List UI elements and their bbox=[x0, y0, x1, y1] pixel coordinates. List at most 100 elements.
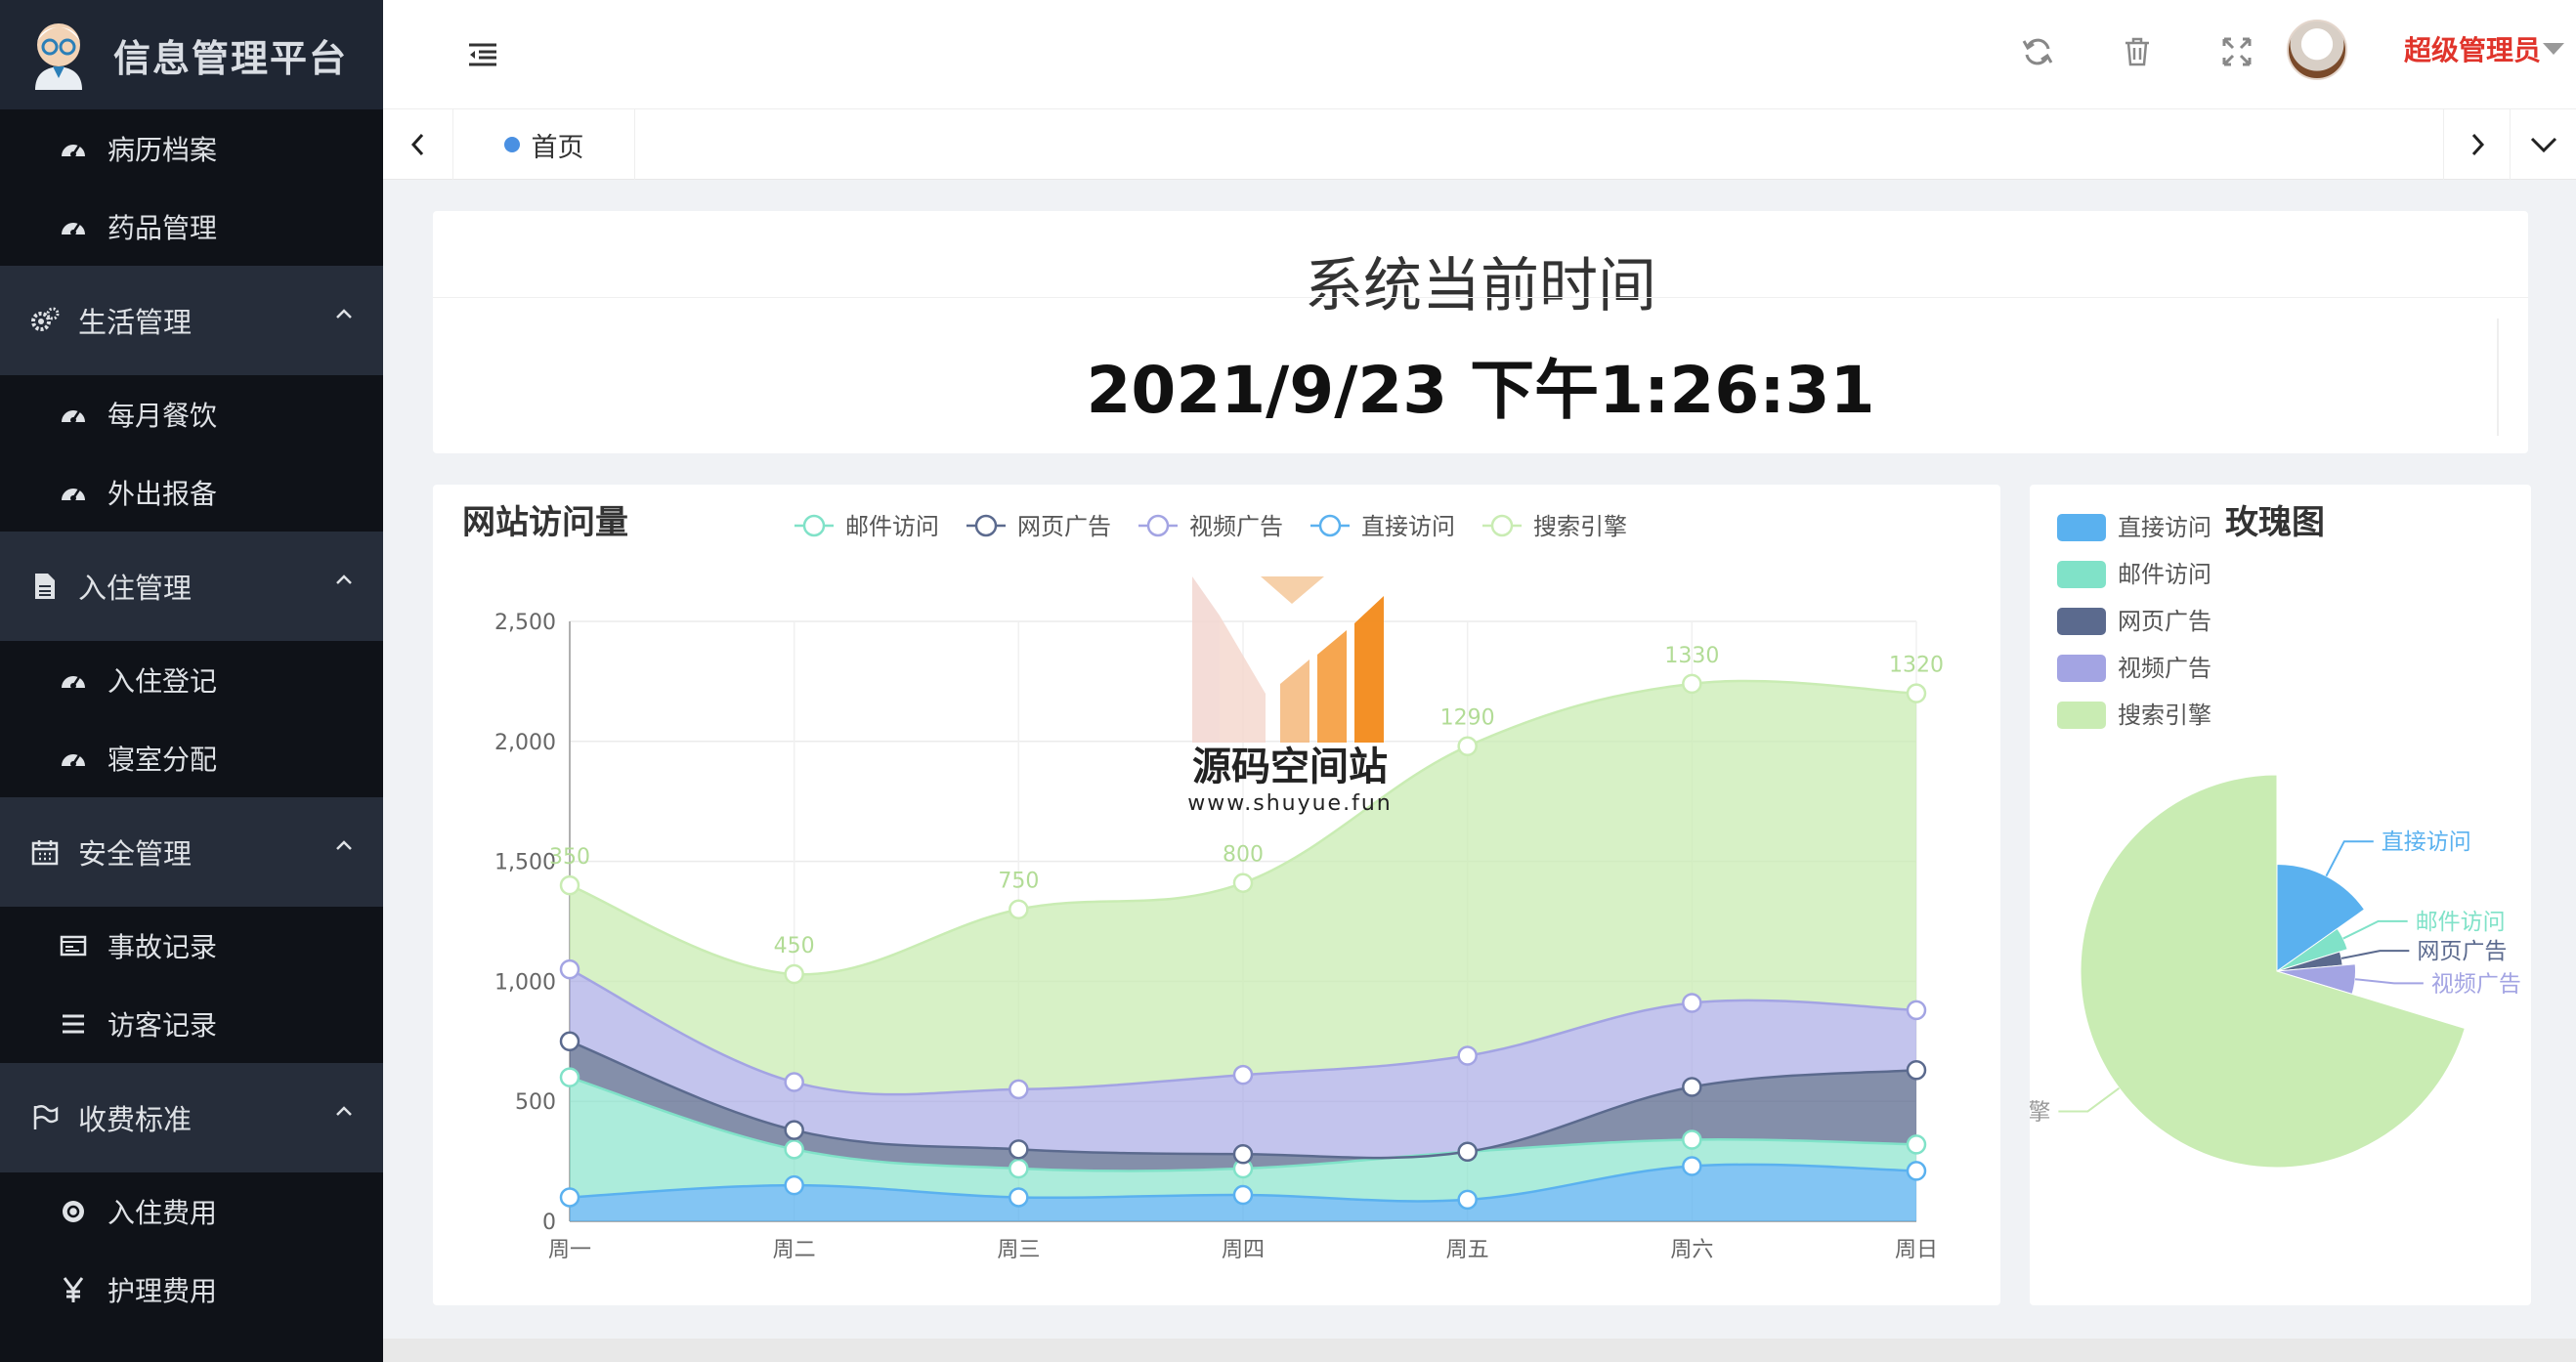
legend-item: 视频广告 bbox=[1138, 513, 1283, 540]
tab-more-button[interactable] bbox=[2510, 109, 2576, 180]
data-point bbox=[559, 874, 580, 896]
caret-down-icon[interactable] bbox=[2543, 43, 2564, 55]
sidebar-item-room-assign[interactable]: 寝室分配 bbox=[0, 719, 383, 797]
data-point bbox=[1457, 1045, 1478, 1066]
legend-label: 视频广告 bbox=[2118, 655, 2211, 682]
watermark-url: www.shuyue.fun bbox=[1187, 791, 1393, 816]
tab-scroll-right-button[interactable] bbox=[2443, 109, 2510, 180]
sidebar-item-accidents[interactable]: 事故记录 bbox=[0, 907, 383, 985]
sidebar-item-care-fee[interactable]: 护理费用 bbox=[0, 1251, 383, 1329]
data-point bbox=[1682, 1156, 1702, 1176]
sidebar-group-life[interactable]: 生活管理 bbox=[0, 266, 383, 375]
data-point bbox=[784, 1174, 804, 1196]
data-point bbox=[1009, 899, 1029, 919]
legend-item: 邮件访问 bbox=[794, 513, 939, 540]
x-tick-label: 周二 bbox=[773, 1238, 816, 1262]
data-label: 800 bbox=[1223, 843, 1264, 868]
horizontal-scrollbar[interactable] bbox=[383, 1339, 2576, 1362]
divider bbox=[433, 297, 2528, 298]
sidebar-group-label: 收费标准 bbox=[78, 1103, 193, 1136]
x-tick-label: 周五 bbox=[1446, 1238, 1489, 1262]
chevron-up-icon bbox=[336, 1106, 352, 1116]
time-card: 系统当前时间 2021/9/23 下午1:26:31 bbox=[433, 211, 2528, 453]
sidebar-item-visitors[interactable]: 访客记录 bbox=[0, 985, 383, 1063]
legend-swatch bbox=[2057, 514, 2106, 541]
time-card-title: 系统当前时间 bbox=[1305, 252, 1656, 320]
user-name[interactable]: 超级管理员 bbox=[2404, 34, 2542, 66]
data-label: 1330 bbox=[1664, 644, 1719, 668]
data-point bbox=[784, 1120, 804, 1140]
legend-label: 邮件访问 bbox=[2118, 561, 2211, 588]
tabs-bar: 首页 bbox=[383, 109, 2576, 180]
data-point bbox=[784, 963, 804, 985]
legend-marker bbox=[802, 514, 826, 537]
sidebar-item-outing[interactable]: 外出报备 bbox=[0, 453, 383, 532]
chart-title: 玫瑰图 bbox=[2225, 503, 2325, 542]
sidebar: 信息管理平台 病历档案 药品管理 生活管理 每月餐饮 外出报备 入住管理 入住登… bbox=[0, 0, 383, 1362]
sidebar-group-checkin[interactable]: 入住管理 bbox=[0, 532, 383, 641]
chevron-left-icon bbox=[410, 133, 423, 156]
sidebar-item-label: 病历档案 bbox=[107, 134, 218, 166]
legend-marker bbox=[974, 514, 998, 537]
data-point bbox=[1906, 1134, 1927, 1155]
x-tick-label: 周日 bbox=[1895, 1238, 1938, 1262]
rose-slice bbox=[2276, 863, 2366, 972]
label-leader bbox=[2342, 919, 2408, 940]
sidebar-item-meals[interactable]: 每月餐饮 bbox=[0, 375, 383, 453]
data-point bbox=[1906, 683, 1927, 703]
data-point bbox=[1009, 1139, 1029, 1160]
scrollbar[interactable] bbox=[2497, 319, 2499, 436]
sidebar-item-checkin-fee[interactable]: 入住费用 bbox=[0, 1172, 383, 1251]
data-point bbox=[1906, 1161, 1927, 1181]
sidebar-item-label: 入住费用 bbox=[107, 1197, 218, 1229]
sidebar-group-fees[interactable]: 收费标准 bbox=[0, 1063, 383, 1172]
data-point bbox=[1682, 1129, 1702, 1150]
sidebar-item-checkin-register[interactable]: 入住登记 bbox=[0, 641, 383, 719]
file-icon bbox=[29, 571, 61, 602]
top-header: 超级管理员 bbox=[383, 0, 2576, 109]
y-tick-label: 1,000 bbox=[494, 970, 556, 995]
data-point bbox=[1009, 1187, 1029, 1208]
sidebar-group-label: 生活管理 bbox=[78, 306, 193, 339]
chart-title: 网站访问量 bbox=[462, 503, 628, 542]
y-tick-label: 500 bbox=[515, 1090, 556, 1115]
data-point bbox=[1906, 1060, 1927, 1081]
data-point bbox=[1457, 1141, 1478, 1163]
sidebar-group-security[interactable]: 安全管理 bbox=[0, 797, 383, 907]
data-point bbox=[1232, 1184, 1254, 1206]
user-avatar[interactable] bbox=[2287, 20, 2347, 80]
id-card-icon bbox=[59, 931, 88, 960]
fullscreen-icon[interactable] bbox=[2220, 35, 2254, 68]
data-point bbox=[784, 1139, 804, 1160]
menu-fold-icon[interactable] bbox=[465, 37, 500, 72]
sidebar-group-label: 安全管理 bbox=[78, 837, 193, 871]
data-point bbox=[1457, 736, 1478, 756]
data-point bbox=[559, 1187, 580, 1208]
area-视频广告 bbox=[570, 969, 1916, 1159]
sidebar-item-records[interactable]: 病历档案 bbox=[0, 109, 383, 188]
data-label: 1320 bbox=[1889, 654, 1944, 678]
sidebar-item-label: 外出报备 bbox=[107, 478, 218, 510]
tab-home[interactable]: 首页 bbox=[453, 109, 635, 180]
legend-label: 网页广告 bbox=[2118, 608, 2211, 635]
legend-item: 直接访问 bbox=[1310, 513, 1455, 540]
x-tick-label: 周四 bbox=[1222, 1238, 1265, 1262]
trash-icon[interactable] bbox=[2121, 35, 2154, 68]
current-time: 2021/9/23 下午1:26:31 bbox=[1086, 353, 1875, 428]
sidebar-item-label: 访客记录 bbox=[107, 1009, 218, 1042]
chevron-up-icon bbox=[336, 575, 352, 584]
sidebar-item-label: 寝室分配 bbox=[107, 744, 218, 776]
label-leader bbox=[2354, 978, 2424, 985]
area-网页广告 bbox=[570, 1041, 1916, 1171]
legend-label: 搜索引擎 bbox=[2118, 702, 2211, 729]
dashboard-icon bbox=[59, 134, 88, 163]
refresh-icon[interactable] bbox=[2021, 35, 2054, 68]
rose-slice bbox=[2276, 927, 2348, 972]
tab-scroll-left-button[interactable] bbox=[383, 109, 453, 180]
dashboard-icon bbox=[59, 744, 88, 773]
legend-item: 网页广告 bbox=[966, 513, 1111, 540]
sidebar-item-drugs[interactable]: 药品管理 bbox=[0, 188, 383, 266]
rose-pie-chart: 直接访问邮件访问网页广告视频广告搜索引擎玫瑰图直接访问邮件访问网页广告视频广告搜… bbox=[2030, 503, 2521, 1169]
legend-swatch bbox=[2057, 702, 2106, 729]
list-icon bbox=[59, 1009, 88, 1039]
